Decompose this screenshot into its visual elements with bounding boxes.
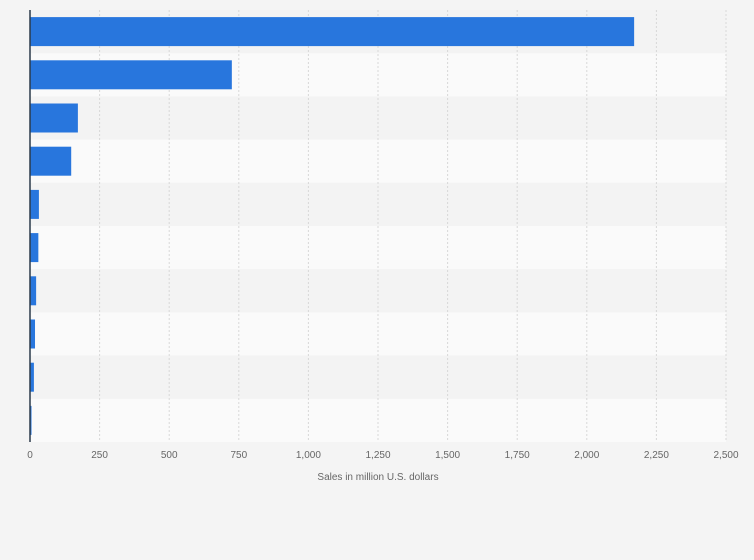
x-tick-label: 2,250 [644,450,669,461]
x-tick-label: 500 [161,450,178,461]
x-tick-label: 2,000 [574,450,599,461]
x-tick-label: 750 [230,450,247,461]
bar [30,103,78,133]
x-tick-label: 0 [27,450,33,461]
x-tick-label: 2,500 [713,450,738,461]
x-tick-label: 1,000 [296,450,321,461]
x-tick-label: 250 [91,450,108,461]
bar [30,146,72,176]
bar [30,17,635,47]
bar [30,60,232,90]
bar [30,233,39,263]
x-tick-label: 1,250 [365,450,390,461]
bar [30,319,36,349]
bar [30,276,37,306]
bar [30,189,39,219]
x-tick-label: 1,750 [505,450,530,461]
bars [30,17,635,435]
x-tick-label: 1,500 [435,450,460,461]
x-tick-labels: 0 250 500 750 1,000 1,250 1,500 1,750 2,000 2,250… [27,450,739,461]
x-axis-title: Sales in million U.S. dollars [317,472,438,483]
bar [30,362,34,392]
